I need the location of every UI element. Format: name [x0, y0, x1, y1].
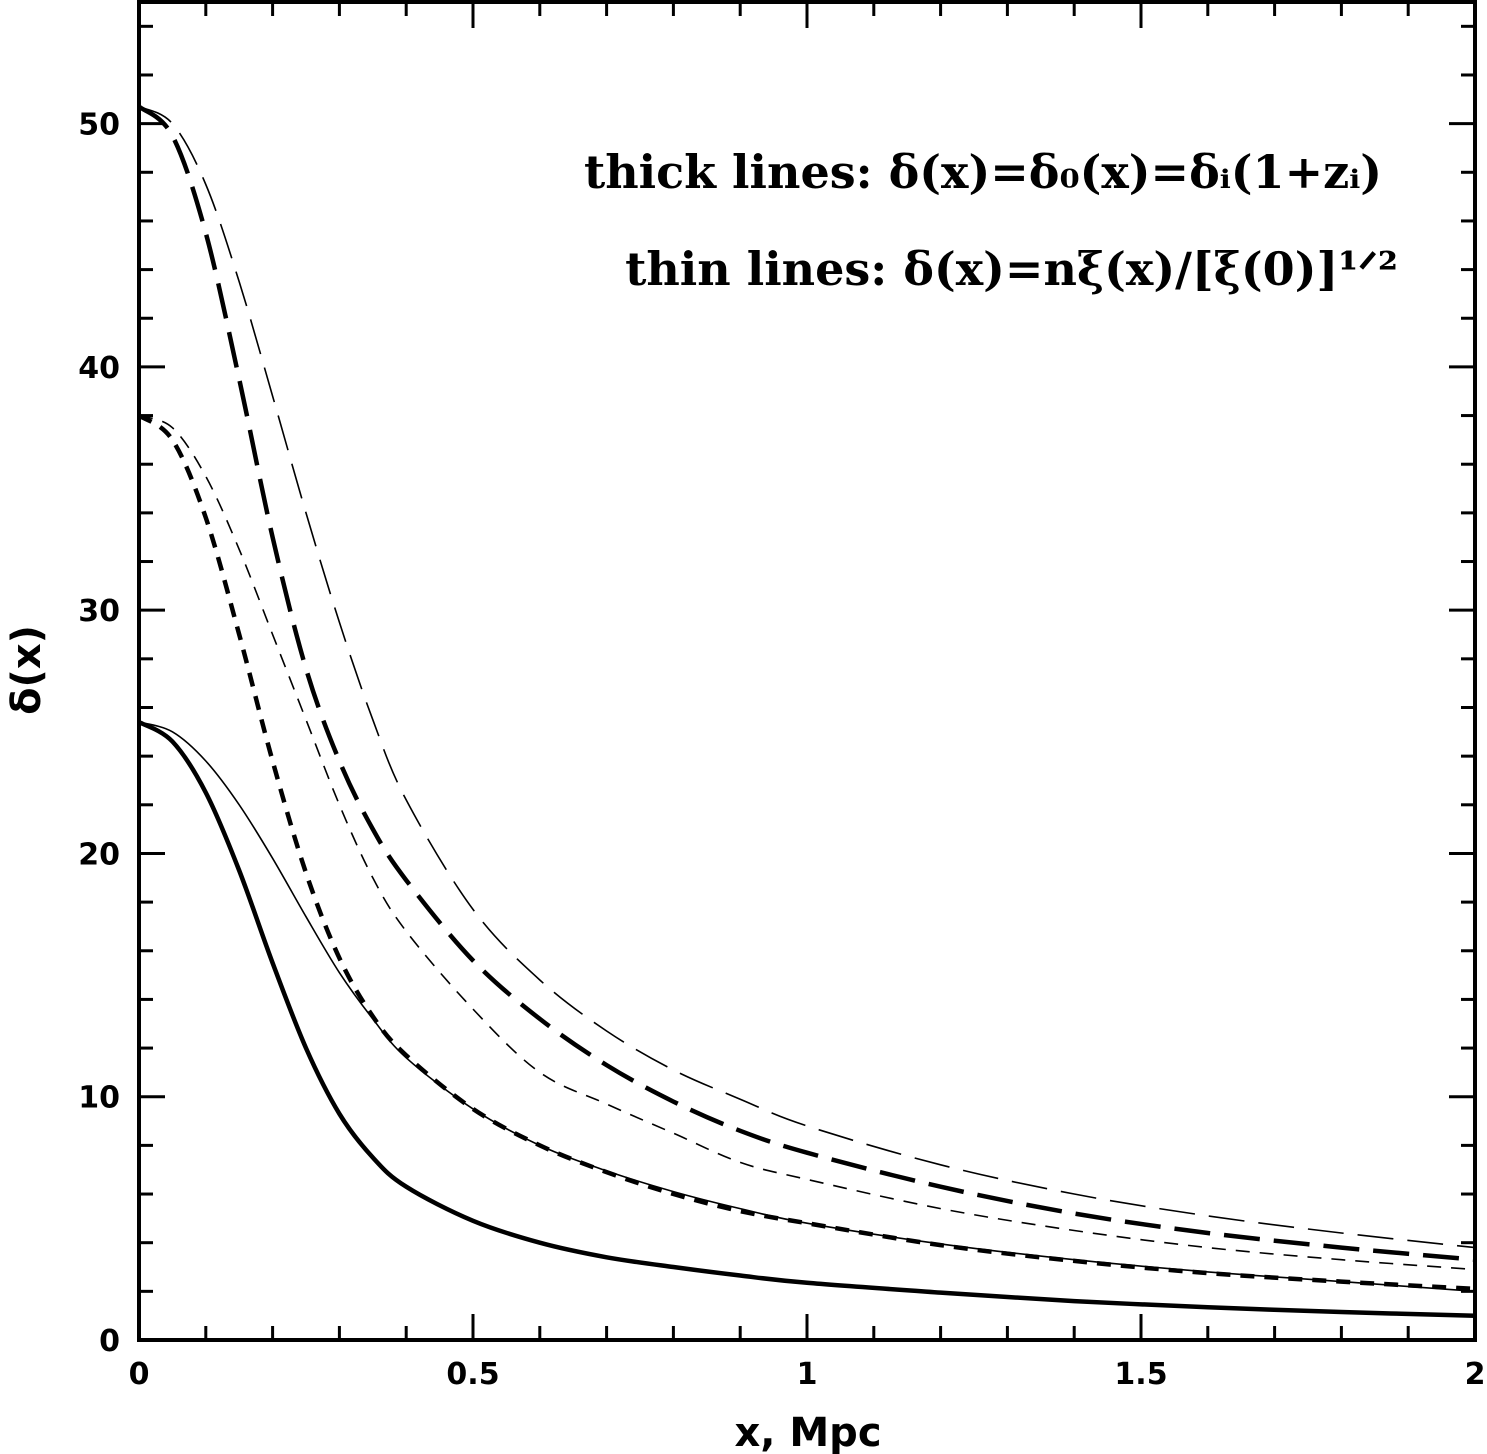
y-tick-label: 0 [99, 1324, 120, 1359]
legend-thick-text: thick lines: δ(x)=δ₀(x)=δᵢ(1+zᵢ) [584, 145, 1382, 199]
y-tick-label: 30 [78, 594, 120, 629]
y-axis-title: δ(x) [4, 625, 50, 715]
y-tick-label: 20 [78, 837, 120, 872]
x-tick-label: 0 [129, 1357, 150, 1392]
series-line-6 [138, 105, 1476, 1249]
series-line-1 [137, 720, 1476, 1318]
x-tick-label: 2 [1465, 1357, 1486, 1392]
y-tick-label: 50 [78, 108, 120, 143]
series-line-2 [138, 721, 1476, 1293]
series-line-4 [138, 414, 1476, 1271]
y-tick-label: 10 [78, 1081, 120, 1116]
x-axis-title: x, Mpc [734, 1410, 881, 1454]
axis-ticks [137, 2, 1477, 1342]
series-lines [137, 104, 1476, 1318]
legend: thick lines: δ(x)=δ₀(x)=δᵢ(1+zᵢ) thin li… [584, 145, 1398, 296]
x-tick-label: 1 [797, 1357, 818, 1392]
series-line-3 [137, 413, 1476, 1292]
legend-thin-text: thin lines: δ(x)=nξ(x)/[ξ(0)]¹ᐟ² [625, 242, 1398, 296]
series-line-5 [137, 104, 1476, 1262]
y-tick-label: 40 [78, 351, 120, 386]
x-tick-label: 1.5 [1114, 1357, 1167, 1392]
plot-frame [137, 0, 1477, 1342]
x-tick-label: 0.5 [446, 1357, 499, 1392]
